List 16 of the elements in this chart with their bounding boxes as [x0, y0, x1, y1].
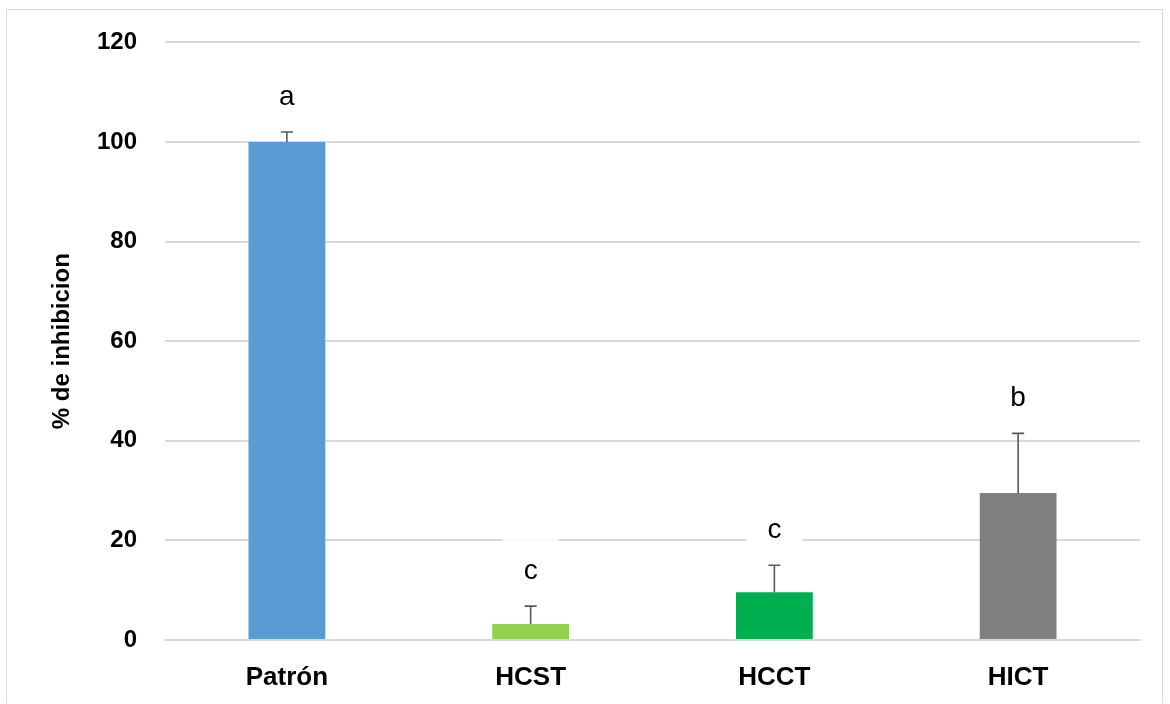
x-tick-label: HCST: [495, 660, 567, 691]
annotation: c: [523, 553, 538, 585]
x-tick-label: HCCT: [738, 660, 811, 691]
annotation: b: [1010, 381, 1026, 413]
annotation: c: [767, 513, 782, 545]
y-tick-label: 80: [110, 226, 137, 254]
y-tick-label: 100: [96, 126, 137, 154]
y-tick-label: 60: [110, 325, 137, 353]
y-tick-label: 40: [110, 425, 137, 453]
y-axis-title: % de inhibicion: [47, 253, 75, 430]
y-tick-label: 120: [96, 27, 137, 55]
x-tick-label: HICT: [987, 660, 1049, 691]
y-tick-label: 20: [110, 525, 137, 553]
annotation: a: [279, 79, 296, 111]
y-tick-label: 0: [123, 624, 137, 652]
x-tick-label: Patrón: [245, 660, 329, 691]
